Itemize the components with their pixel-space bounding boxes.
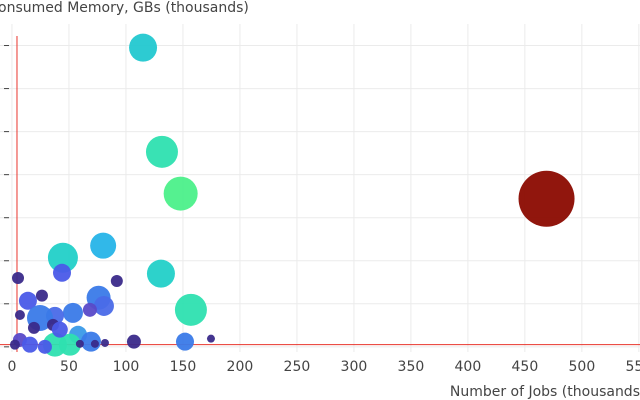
x-tick-label: 0 — [8, 359, 17, 375]
bubble — [93, 295, 114, 316]
bubble — [75, 339, 84, 348]
bubble — [90, 232, 117, 259]
bubble — [126, 334, 141, 349]
bubble — [21, 336, 38, 353]
bubble — [100, 338, 109, 347]
x-tick-label: 200 — [227, 359, 254, 375]
bubble — [9, 339, 20, 350]
x-tick-label: 400 — [455, 359, 482, 375]
bubble — [206, 334, 215, 343]
x-tick-label: 450 — [512, 359, 539, 375]
bubble — [518, 170, 575, 227]
bubble — [62, 302, 83, 323]
bubble — [51, 321, 68, 338]
bubble — [90, 339, 99, 348]
bubble — [35, 289, 48, 302]
y-axis-title: onsumed Memory, GBs (thousands) — [0, 0, 249, 16]
x-tick-label: 550 — [625, 359, 640, 375]
bubble — [129, 33, 158, 62]
bubble — [37, 339, 52, 354]
x-tick-label: 300 — [341, 359, 368, 375]
bubble — [18, 291, 37, 310]
bubble — [12, 271, 25, 284]
x-tick-label: 500 — [569, 359, 596, 375]
bubble — [174, 293, 207, 326]
bubble — [47, 242, 78, 273]
x-tick-label: 150 — [170, 359, 197, 375]
bubble — [145, 135, 178, 168]
bubble — [110, 274, 123, 287]
bubble — [175, 332, 194, 351]
bubble — [58, 333, 81, 356]
x-tick-label: 350 — [398, 359, 425, 375]
bubble — [146, 259, 175, 288]
bubble — [82, 302, 97, 317]
bubble — [27, 321, 40, 334]
bubble — [53, 263, 72, 282]
bubble — [163, 176, 198, 211]
x-tick-label: 50 — [60, 359, 78, 375]
x-axis-title: Number of Jobs (thousands — [450, 384, 640, 400]
x-tick-label: 250 — [284, 359, 311, 375]
x-tick-label: 100 — [113, 359, 140, 375]
bubble — [14, 309, 25, 320]
